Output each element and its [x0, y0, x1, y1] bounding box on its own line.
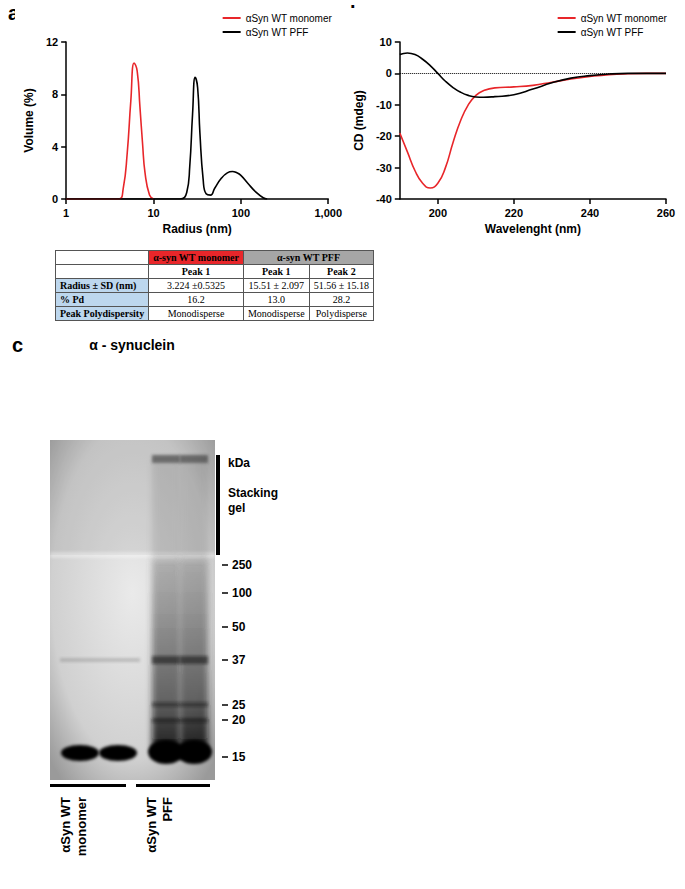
svg-text:50: 50: [232, 620, 246, 634]
svg-text:monomer: monomer: [74, 797, 89, 856]
html-text:Peak Polydispersity: Peak Polydispersity: [60, 308, 145, 319]
svg-text:PFF: PFF: [160, 797, 175, 822]
svg-text:1,000: 1,000: [314, 207, 342, 219]
svg-text:-30: -30: [376, 162, 392, 174]
svg-text:20: 20: [232, 713, 246, 727]
svg-text:15: 15: [232, 750, 246, 764]
svg-text:100: 100: [232, 586, 252, 600]
html-text:3.224 ±0.5325: 3.224 ±0.5325: [167, 280, 226, 291]
html-text:15.51 ± 2.097: 15.51 ± 2.097: [248, 280, 304, 291]
svg-text:Volume (%): Volume (%): [22, 88, 36, 152]
svg-text:Radius (nm): Radius (nm): [163, 222, 232, 236]
svg-text:αSyn WT: αSyn WT: [58, 797, 73, 853]
svg-text:Stacking: Stacking: [228, 486, 278, 500]
svg-text:12: 12: [46, 36, 58, 48]
svg-text:100: 100: [232, 207, 250, 219]
svg-text:αSyn WT monomer: αSyn WT monomer: [581, 13, 668, 24]
html-text:Monodisperse: Monodisperse: [167, 308, 225, 319]
svg-text:Wavelenght (nm): Wavelenght (nm): [485, 222, 581, 236]
svg-text:αSyn WT monomer: αSyn WT monomer: [246, 13, 333, 24]
svg-text:25: 25: [232, 698, 246, 712]
html-text:Peak 1: Peak 1: [262, 266, 291, 277]
html-text:Peak 2: Peak 2: [327, 266, 356, 277]
svg-text:-10: -10: [376, 99, 392, 111]
svg-text:37: 37: [232, 653, 246, 667]
html-text:α-syn WT PFF: α-syn WT PFF: [277, 252, 340, 263]
svg-text:10: 10: [147, 207, 159, 219]
html-text:28.2: 28.2: [332, 294, 351, 305]
svg-text:240: 240: [581, 207, 599, 219]
svg-text:kDa: kDa: [228, 456, 250, 470]
svg-text:4: 4: [52, 141, 59, 153]
svg-text:α - synuclein: α - synuclein: [89, 337, 175, 353]
svg-text:200: 200: [429, 207, 447, 219]
svg-text:CD (mdeg): CD (mdeg): [352, 90, 366, 151]
svg-text:-20: -20: [376, 130, 392, 142]
html-text:Monodisperse: Monodisperse: [248, 308, 305, 319]
html-text:% Pd: % Pd: [60, 294, 85, 305]
svg-text:-40: -40: [376, 193, 392, 205]
html-text:Polydisperse: Polydisperse: [315, 308, 367, 319]
svg-text:1: 1: [63, 207, 69, 219]
svg-text:250: 250: [232, 558, 252, 572]
html-text:Peak 1: Peak 1: [181, 266, 211, 277]
svg-text:0: 0: [386, 67, 392, 79]
svg-text:gel: gel: [228, 501, 245, 515]
svg-text:260: 260: [657, 207, 675, 219]
html-text:b: b: [350, 2, 363, 24]
svg-text:αSyn WT PFF: αSyn WT PFF: [246, 27, 309, 38]
html-text:16.2: 16.2: [187, 294, 205, 305]
html-text:13.0: 13.0: [267, 294, 285, 305]
svg-text:αSyn WT: αSyn WT: [144, 797, 159, 853]
html-text:a: a: [8, 2, 20, 24]
svg-text:0: 0: [52, 193, 58, 205]
html-text:Radius ± SD (nm): Radius ± SD (nm): [60, 280, 137, 291]
svg-text:220: 220: [505, 207, 523, 219]
svg-text:8: 8: [52, 88, 58, 100]
svg-text:10: 10: [380, 36, 392, 48]
svg-text:αSyn WT PFF: αSyn WT PFF: [581, 27, 644, 38]
html-text:51.56 ± 15.18: 51.56 ± 15.18: [313, 280, 370, 291]
html-text:α-syn WT monomer: α-syn WT monomer: [153, 252, 239, 263]
svg-text:c: c: [12, 334, 23, 356]
